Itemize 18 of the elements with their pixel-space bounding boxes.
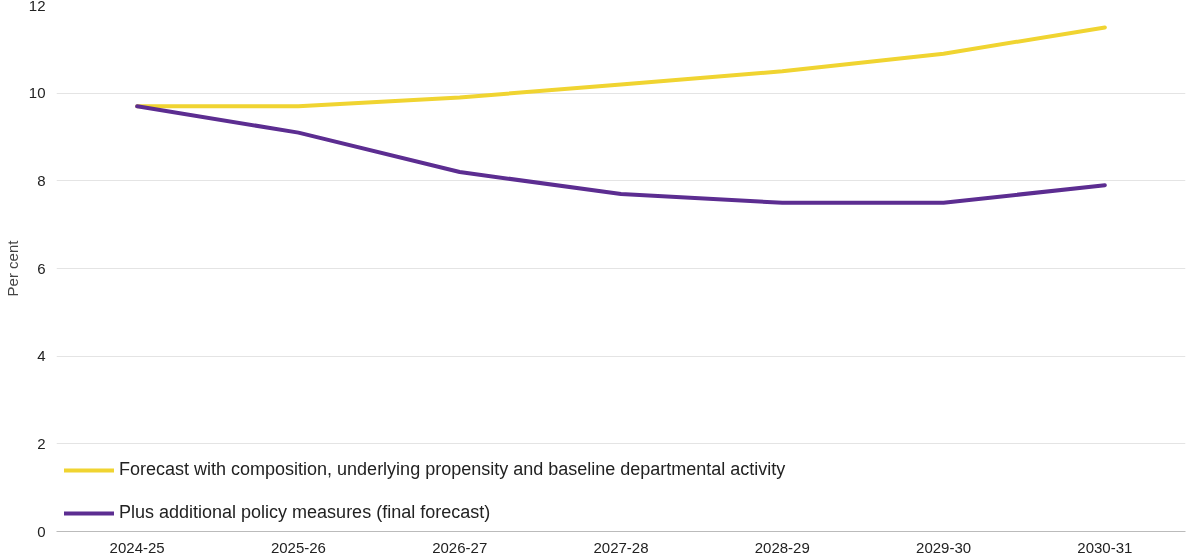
y-tick-label: 8 — [37, 171, 46, 189]
x-tick-label: 2030-31 — [1077, 538, 1133, 556]
x-tick-label: 2026-27 — [432, 538, 488, 556]
x-tick-label: 2028-29 — [754, 538, 810, 556]
y-tick-label: 10 — [28, 84, 46, 102]
line-series — [135, 104, 1107, 205]
y-tick-label: 6 — [37, 259, 46, 277]
x-tick-label: 2029-30 — [916, 538, 972, 556]
y-axis-title: Per cent — [3, 239, 21, 297]
x-tick-label: 2024-25 — [109, 538, 165, 556]
y-tick-label: 0 — [37, 522, 46, 540]
y-tick-label: 2 — [37, 434, 46, 452]
x-tick-label: 2025-26 — [270, 538, 326, 556]
y-tick-label: 12 — [28, 0, 46, 14]
legend-label: Forecast with composition, underlying propensity and baseline departmental activity — [119, 459, 786, 480]
y-tick-label: 4 — [37, 347, 46, 365]
legend-label: Plus additional policy measures (final forecast) — [119, 502, 491, 523]
x-tick-label: 2027-28 — [593, 538, 649, 556]
